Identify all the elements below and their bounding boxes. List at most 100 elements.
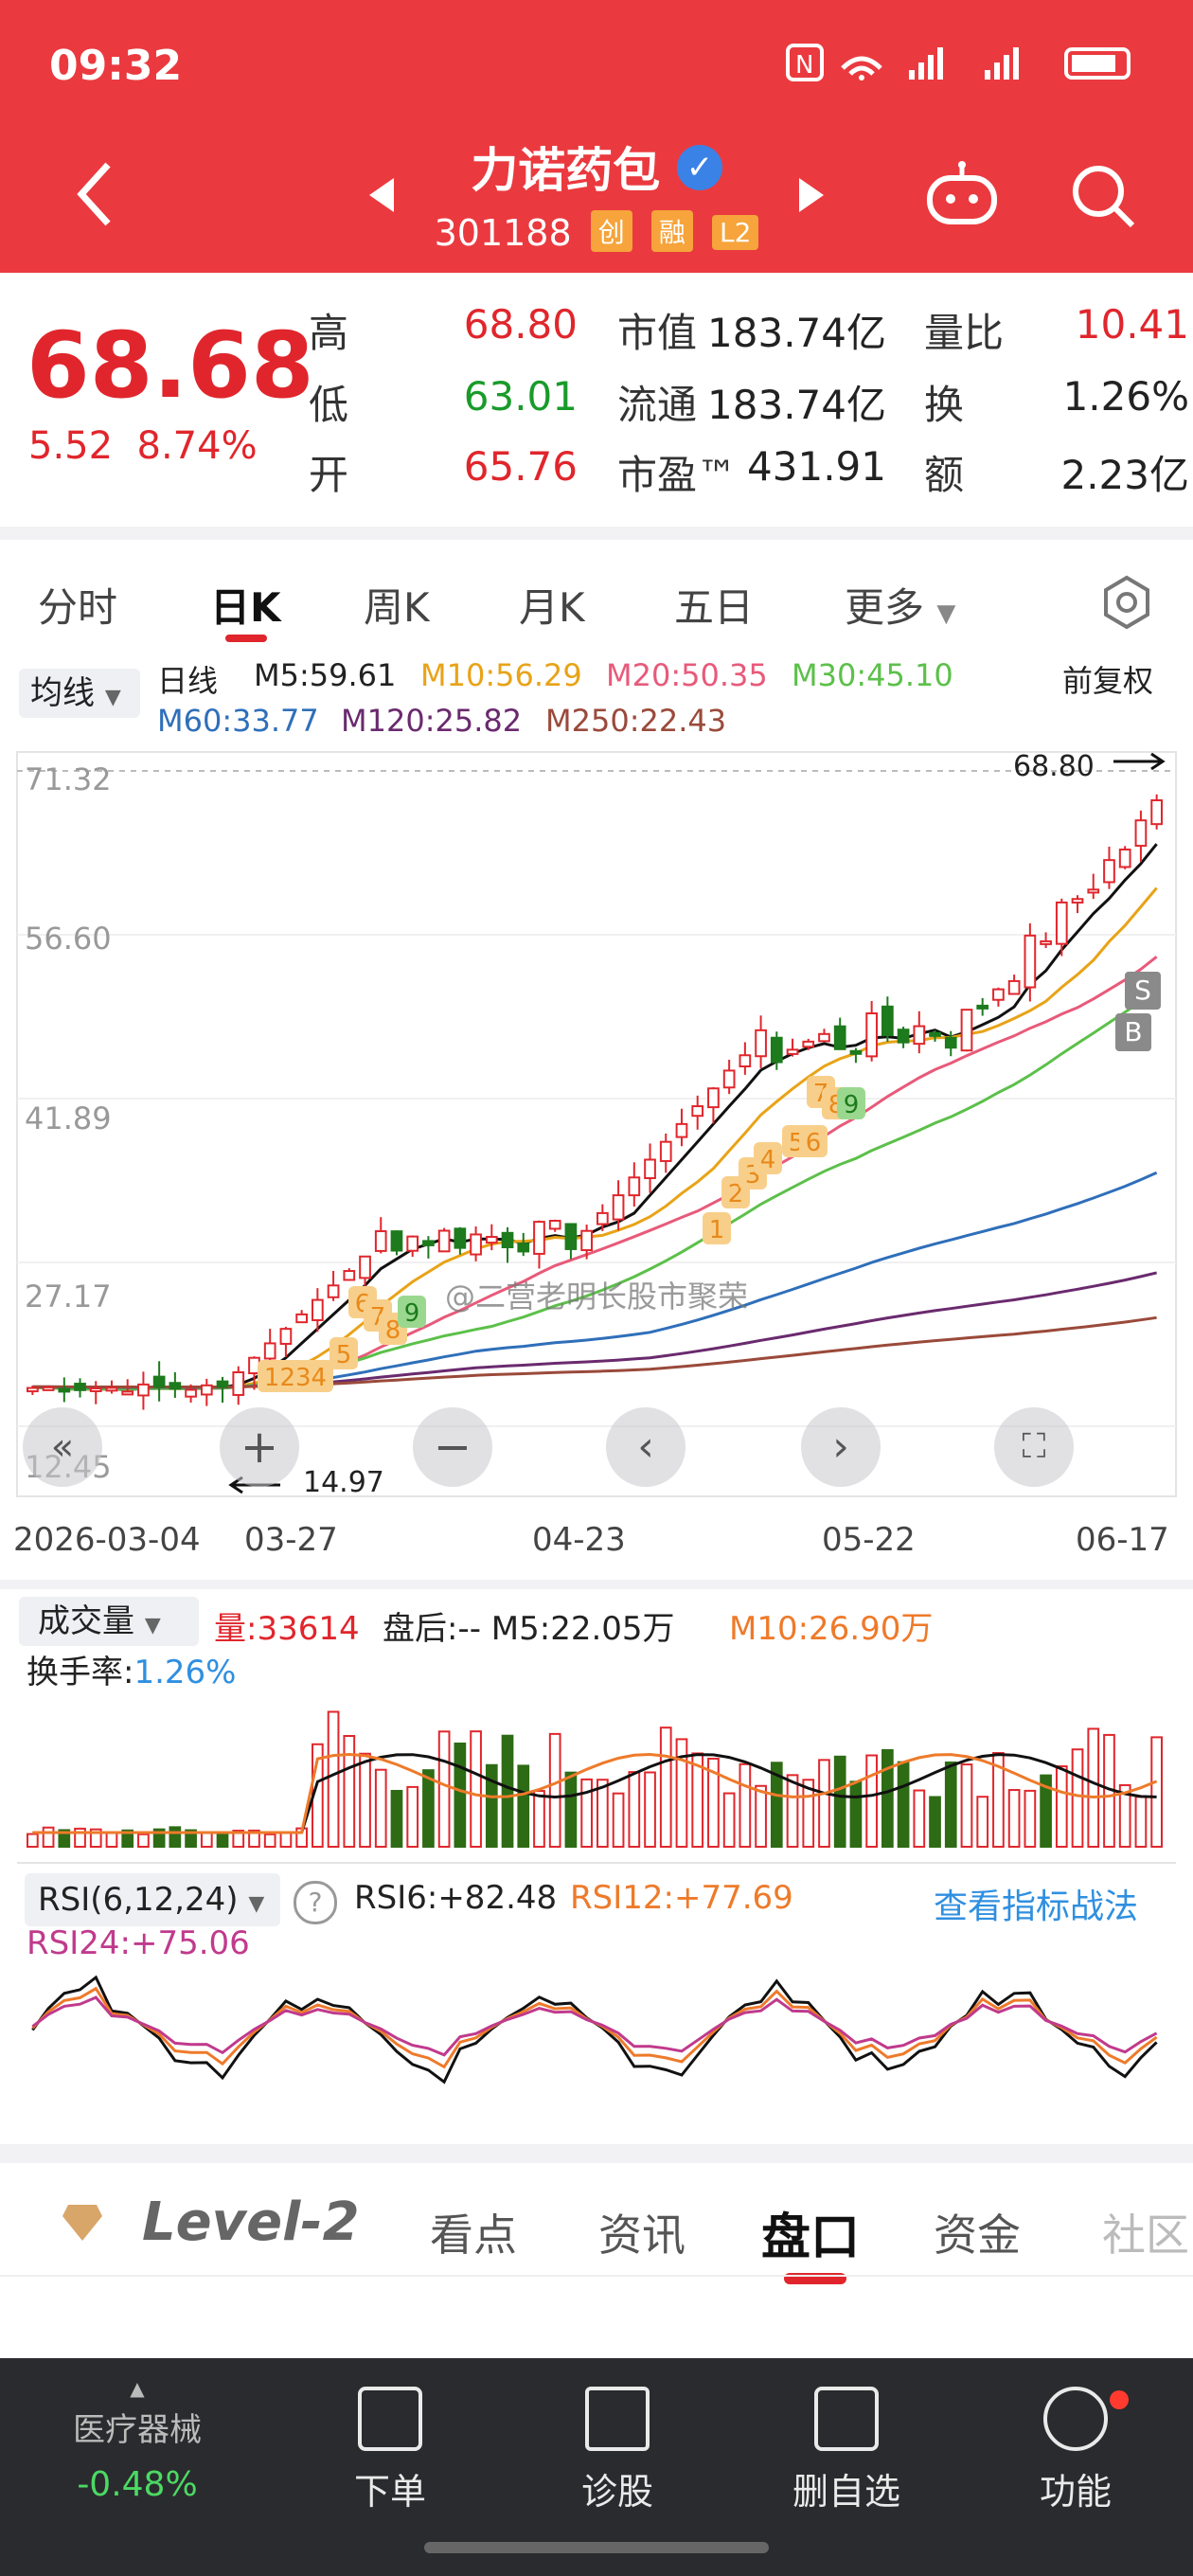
candle	[58, 1387, 71, 1393]
volume-bar	[1134, 1796, 1148, 1849]
volume-bar	[422, 1769, 435, 1849]
candle	[185, 1388, 197, 1398]
tab-more[interactable]: 更多 ▼	[845, 584, 956, 631]
candle	[707, 1087, 720, 1109]
candle	[1134, 819, 1148, 848]
y-tick-2: 56.60	[25, 921, 112, 957]
candle	[359, 1255, 371, 1279]
tab-level2[interactable]: Level-2	[142, 2191, 360, 2253]
volume-bar	[42, 1826, 55, 1848]
tab-monthly-k[interactable]: 月K	[519, 584, 585, 631]
zoom-out-icon[interactable]: −	[413, 1407, 492, 1487]
candle	[1071, 898, 1084, 904]
candle	[596, 1211, 609, 1225]
volume-chart[interactable]	[0, 1619, 1193, 1856]
label-high: 高	[309, 310, 349, 356]
seq-count-bubble	[398, 1296, 426, 1328]
nav-functions[interactable]: 功能	[1000, 2387, 1151, 2514]
ma-selector[interactable]: 均线 ▼	[19, 669, 140, 718]
stock-name: 力诺药包 ✓	[0, 133, 1193, 201]
candle	[659, 1140, 672, 1162]
volume-bar	[976, 1796, 989, 1849]
tab-news[interactable]: 资讯	[598, 2209, 686, 2261]
nav-remove-watchlist[interactable]: 删自选	[771, 2387, 922, 2514]
candle	[152, 1375, 166, 1388]
tab-highlights[interactable]: 看点	[430, 2209, 517, 2261]
candle	[770, 1036, 783, 1064]
candle	[929, 1031, 941, 1037]
order-icon	[358, 2387, 422, 2451]
volume-bar	[628, 1771, 641, 1849]
help-icon[interactable]: ?	[294, 1881, 337, 1924]
volume-bar	[1118, 1783, 1131, 1848]
volume-bar	[232, 1829, 245, 1848]
robot-assistant-icon[interactable]	[924, 161, 1000, 227]
volume-bar	[517, 1764, 530, 1848]
candle	[548, 1220, 561, 1230]
candle	[27, 1386, 39, 1393]
back-icon[interactable]	[76, 161, 114, 227]
rsi-selector[interactable]: RSI(6,12,24) ▼	[25, 1873, 280, 1926]
stock-code-row: 301188 创 融 L2	[0, 210, 1193, 254]
indicator-strategy-link[interactable]: 查看指标战法	[934, 1887, 1139, 1926]
scroll-left-icon[interactable]: ‹	[606, 1407, 686, 1487]
label-low: 低	[309, 382, 349, 428]
tab-order-book[interactable]: 盘口	[761, 2209, 861, 2266]
adjust-mode[interactable]: 前复权	[1062, 663, 1154, 699]
rsi12-value: RSI12:+77.69	[570, 1879, 793, 1917]
tab-intraday[interactable]: 分时	[38, 584, 118, 631]
tab-five-day[interactable]: 五日	[674, 584, 755, 631]
volume-bar	[152, 1828, 166, 1849]
label-pe: 市盈™	[617, 452, 738, 498]
settings-icon[interactable]	[1098, 574, 1155, 631]
chart-period-tabs: 分时 日K 周K 月K 五日 更多 ▼	[0, 527, 1193, 653]
nav-diagnose[interactable]: 诊股	[542, 2387, 693, 2514]
volume-value: 量:33614	[214, 1610, 360, 1648]
volume-bar	[248, 1829, 260, 1849]
scroll-left-fast-icon[interactable]: «	[23, 1407, 102, 1487]
volume-selector[interactable]: 成交量 ▼	[19, 1597, 199, 1646]
fullscreen-icon[interactable]: ⛶	[994, 1407, 1074, 1487]
search-icon[interactable]	[1068, 161, 1136, 229]
next-stock-icon[interactable]	[797, 176, 826, 214]
candle	[628, 1176, 641, 1197]
volume-bar	[137, 1833, 150, 1849]
detail-subtabs: Level-2 看点 资讯 盘口 资金 社区	[0, 2144, 1193, 2294]
prev-stock-icon[interactable]	[367, 176, 396, 214]
volume-bar	[1040, 1774, 1052, 1848]
tag-l2: L2	[711, 215, 759, 250]
candle	[137, 1383, 150, 1397]
scroll-right-icon[interactable]: ›	[801, 1407, 881, 1487]
volume-bar	[755, 1784, 767, 1848]
volume-bar	[897, 1761, 910, 1848]
sector-indicator[interactable]: ▲ 医疗器械 -0.48%	[57, 2377, 218, 2504]
ma10-legend: M10:56.29	[420, 657, 582, 693]
nav-order[interactable]: 下单	[314, 2387, 466, 2514]
high-arrow-head	[1150, 752, 1166, 771]
candle	[691, 1105, 704, 1118]
volume-bar	[960, 1763, 973, 1848]
tab-funds[interactable]: 资金	[934, 2209, 1021, 2261]
value-turnover: 1.26%	[1062, 373, 1189, 420]
volume-bar	[786, 1774, 799, 1848]
candle	[833, 1025, 846, 1050]
candle	[454, 1227, 467, 1249]
rsi6-value: RSI6:+82.48	[354, 1879, 558, 1917]
tab-community[interactable]: 社区	[1102, 2209, 1189, 2261]
volume-bar	[1007, 1789, 1021, 1848]
rsi-chart[interactable]	[0, 1913, 1193, 2131]
volume-bar	[1055, 1765, 1068, 1848]
candle	[422, 1240, 435, 1246]
seq-count-label: 9	[404, 1299, 420, 1328]
tag-rong: 融	[650, 210, 693, 252]
label-open: 开	[309, 452, 349, 498]
zoom-in-icon[interactable]: +	[220, 1407, 299, 1487]
diagnose-icon	[585, 2387, 650, 2451]
candle	[1150, 799, 1163, 826]
up-arrow-icon: ▲	[130, 2377, 145, 2400]
tab-weekly-k[interactable]: 周K	[364, 584, 430, 631]
candle	[263, 1342, 276, 1360]
ma5-legend: M5:59.61	[254, 657, 397, 693]
tab-daily-k[interactable]: 日K	[210, 584, 281, 631]
